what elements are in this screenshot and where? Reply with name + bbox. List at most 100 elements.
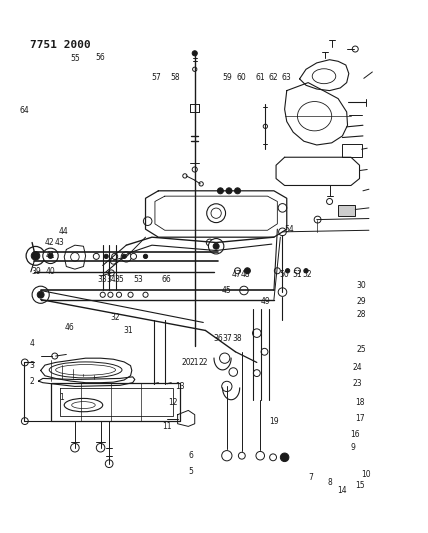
Text: 14: 14 bbox=[338, 486, 347, 495]
Text: 44: 44 bbox=[59, 228, 68, 236]
Text: 41: 41 bbox=[46, 252, 55, 260]
Text: 13: 13 bbox=[175, 382, 184, 391]
Circle shape bbox=[244, 268, 250, 274]
Text: 15: 15 bbox=[355, 481, 364, 489]
Circle shape bbox=[128, 292, 133, 297]
Circle shape bbox=[238, 453, 245, 459]
Text: 42: 42 bbox=[45, 238, 54, 247]
Circle shape bbox=[222, 381, 232, 392]
Text: 46: 46 bbox=[65, 324, 74, 332]
Circle shape bbox=[256, 451, 265, 460]
Bar bbox=[342, 144, 362, 157]
Circle shape bbox=[217, 188, 223, 194]
Circle shape bbox=[327, 198, 333, 205]
Text: 35: 35 bbox=[114, 276, 124, 284]
Circle shape bbox=[104, 254, 108, 259]
Text: 61: 61 bbox=[256, 73, 265, 82]
Text: 10: 10 bbox=[361, 470, 371, 479]
Text: 22: 22 bbox=[199, 358, 208, 367]
Circle shape bbox=[71, 253, 79, 261]
Circle shape bbox=[235, 188, 241, 194]
Text: 58: 58 bbox=[171, 73, 180, 82]
Circle shape bbox=[304, 269, 308, 273]
Circle shape bbox=[26, 246, 45, 265]
Text: 49: 49 bbox=[261, 297, 270, 305]
Text: 64: 64 bbox=[20, 107, 30, 115]
Circle shape bbox=[274, 268, 280, 274]
Circle shape bbox=[43, 248, 58, 263]
Circle shape bbox=[143, 217, 152, 225]
Circle shape bbox=[143, 292, 148, 297]
Text: 19: 19 bbox=[269, 417, 279, 425]
Text: 23: 23 bbox=[353, 379, 362, 388]
Circle shape bbox=[93, 253, 99, 260]
Text: 43: 43 bbox=[55, 238, 65, 247]
Circle shape bbox=[108, 292, 113, 297]
Circle shape bbox=[352, 46, 358, 52]
Circle shape bbox=[220, 353, 230, 364]
Text: 40: 40 bbox=[46, 268, 55, 276]
Text: 59: 59 bbox=[222, 73, 232, 82]
Text: 2: 2 bbox=[30, 377, 35, 385]
Text: 9: 9 bbox=[351, 443, 356, 452]
Circle shape bbox=[192, 167, 197, 172]
Ellipse shape bbox=[297, 101, 332, 131]
Text: 34: 34 bbox=[107, 276, 116, 284]
Text: 29: 29 bbox=[357, 297, 366, 305]
Circle shape bbox=[263, 124, 268, 128]
Text: 4: 4 bbox=[30, 340, 35, 348]
Text: 53: 53 bbox=[133, 276, 143, 284]
Ellipse shape bbox=[64, 399, 103, 411]
Text: 12: 12 bbox=[169, 398, 178, 407]
Circle shape bbox=[213, 243, 219, 249]
Text: 8: 8 bbox=[327, 478, 332, 487]
Text: 62: 62 bbox=[268, 73, 278, 82]
Circle shape bbox=[100, 292, 105, 297]
Ellipse shape bbox=[71, 402, 95, 408]
Circle shape bbox=[32, 286, 49, 303]
Circle shape bbox=[37, 292, 44, 298]
Text: 36: 36 bbox=[214, 334, 223, 343]
Circle shape bbox=[183, 174, 187, 178]
Text: 7: 7 bbox=[308, 473, 313, 481]
Circle shape bbox=[261, 349, 268, 355]
Text: 51: 51 bbox=[293, 270, 302, 279]
Circle shape bbox=[229, 368, 238, 376]
Circle shape bbox=[110, 258, 116, 264]
Text: 54: 54 bbox=[284, 225, 294, 233]
Text: 37: 37 bbox=[222, 334, 232, 343]
Circle shape bbox=[226, 188, 232, 194]
Text: 33: 33 bbox=[98, 276, 107, 284]
Text: 48: 48 bbox=[241, 270, 250, 279]
Text: 39: 39 bbox=[32, 268, 41, 276]
Ellipse shape bbox=[49, 362, 122, 378]
Circle shape bbox=[280, 453, 289, 462]
Text: 55: 55 bbox=[70, 54, 80, 63]
Circle shape bbox=[71, 443, 79, 452]
Text: 20: 20 bbox=[181, 358, 191, 367]
Circle shape bbox=[121, 252, 131, 262]
Circle shape bbox=[52, 353, 58, 359]
Circle shape bbox=[279, 228, 286, 236]
Text: 7751 2000: 7751 2000 bbox=[30, 41, 91, 50]
Text: 50: 50 bbox=[279, 270, 288, 279]
Text: 32: 32 bbox=[111, 313, 120, 321]
Text: 63: 63 bbox=[281, 73, 291, 82]
Bar bbox=[338, 205, 355, 216]
Circle shape bbox=[253, 370, 260, 376]
Text: 6: 6 bbox=[188, 451, 193, 460]
Circle shape bbox=[112, 253, 118, 260]
Circle shape bbox=[122, 254, 126, 259]
Circle shape bbox=[21, 359, 28, 366]
Text: 47: 47 bbox=[232, 270, 241, 279]
Circle shape bbox=[253, 329, 261, 337]
Circle shape bbox=[294, 268, 300, 274]
Ellipse shape bbox=[56, 365, 116, 375]
Text: 57: 57 bbox=[152, 73, 161, 82]
Text: 11: 11 bbox=[162, 422, 172, 431]
Circle shape bbox=[193, 67, 197, 71]
Text: 56: 56 bbox=[96, 53, 105, 62]
Circle shape bbox=[206, 239, 213, 246]
Text: 52: 52 bbox=[303, 270, 312, 279]
Text: 18: 18 bbox=[355, 398, 364, 407]
